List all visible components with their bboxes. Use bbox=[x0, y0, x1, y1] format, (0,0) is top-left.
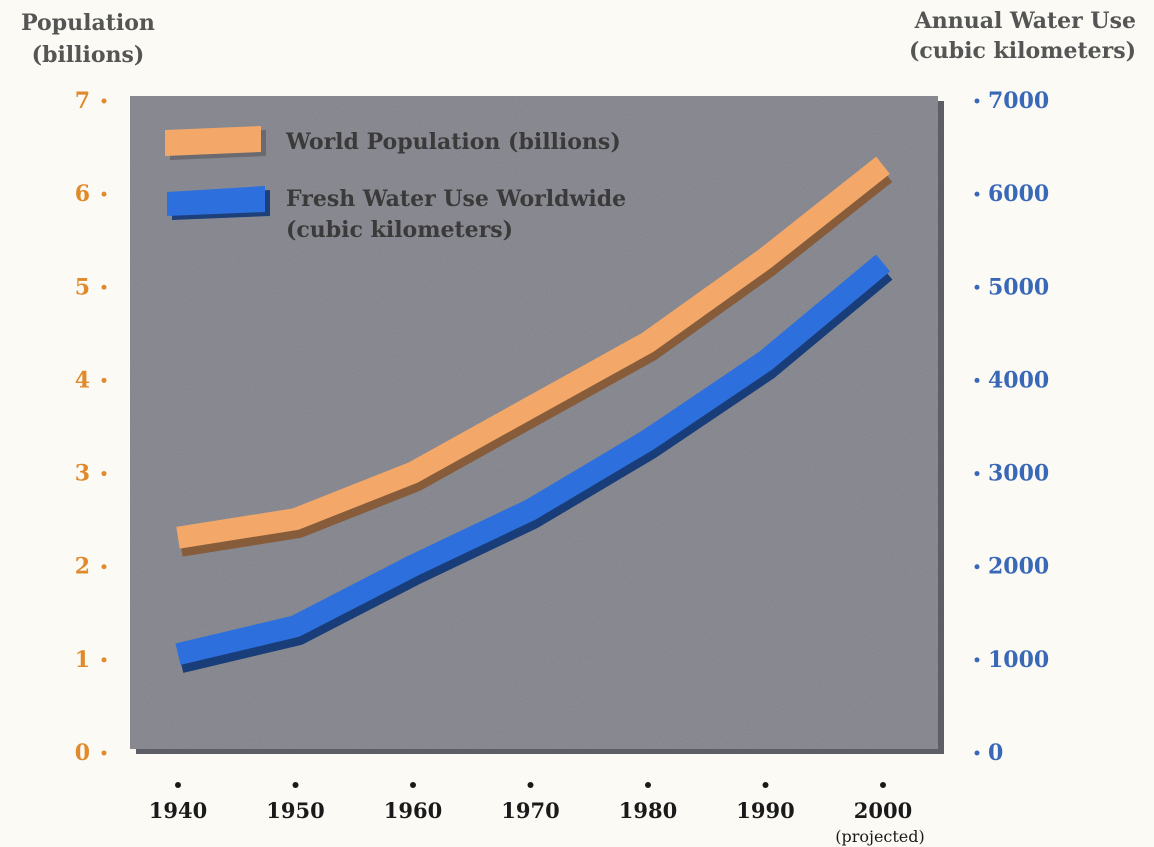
right-tick-mark bbox=[974, 471, 980, 477]
series-line-1 bbox=[175, 254, 891, 665]
legend-label-water-line-1: Fresh Water Use Worldwide bbox=[286, 186, 626, 212]
right-tick-label: 1000 bbox=[988, 647, 1049, 673]
right-tick-label: 6000 bbox=[988, 181, 1049, 207]
left-tick-mark bbox=[101, 98, 107, 104]
left-tick-label: 6 bbox=[75, 181, 90, 207]
x-tick-label: 1990 bbox=[736, 798, 794, 823]
right-tick-mark bbox=[974, 284, 980, 290]
left-axis-title-line-2: (billions) bbox=[32, 42, 145, 68]
x-tick-mark bbox=[880, 782, 886, 788]
right-tick-label: 0 bbox=[988, 740, 1003, 766]
right-tick-label: 7000 bbox=[988, 88, 1049, 114]
x-tick-mark bbox=[410, 782, 416, 788]
right-tick-label: 3000 bbox=[988, 461, 1049, 487]
legend-label-population: World Population (billions) bbox=[285, 129, 621, 155]
left-y-axis: 0 1 2 3 4 5 6 7 bbox=[75, 88, 107, 766]
right-tick-mark bbox=[974, 657, 980, 663]
legend-swatch-population bbox=[165, 126, 261, 156]
left-tick-label: 1 bbox=[75, 647, 90, 673]
legend: World Population (billions) Fresh Water … bbox=[165, 126, 626, 243]
left-tick-label: 2 bbox=[75, 554, 90, 580]
right-tick-mark bbox=[974, 98, 980, 104]
left-tick-label: 0 bbox=[75, 740, 90, 766]
left-tick-mark bbox=[101, 471, 107, 477]
x-tick-label: 2000 bbox=[854, 798, 912, 823]
left-tick-label: 5 bbox=[75, 274, 90, 300]
right-tick-mark bbox=[974, 377, 980, 383]
x-tick-mark bbox=[762, 782, 769, 788]
x-note-projected: (projected) bbox=[835, 827, 925, 846]
x-axis: 1940 1950 1960 1970 1980 1990 2000 bbox=[149, 782, 912, 823]
x-tick-label: 1980 bbox=[619, 798, 677, 823]
series-line-0 bbox=[176, 156, 890, 549]
right-axis-title-line-2: (cubic kilometers) bbox=[909, 38, 1136, 64]
right-axis-title-line-1: Annual Water Use bbox=[914, 8, 1136, 34]
legend-label-water-line-2: (cubic kilometers) bbox=[286, 217, 513, 243]
series-layer bbox=[175, 156, 893, 673]
x-tick-label: 1950 bbox=[266, 798, 324, 823]
left-axis-title-line-1: Population bbox=[21, 10, 155, 36]
left-tick-mark bbox=[101, 377, 107, 383]
left-tick-mark bbox=[101, 564, 107, 570]
x-tick-mark bbox=[175, 782, 181, 788]
right-tick-mark bbox=[974, 564, 980, 570]
right-tick-label: 2000 bbox=[988, 554, 1049, 580]
legend-swatch-water bbox=[167, 186, 265, 216]
right-tick-label: 4000 bbox=[988, 367, 1049, 393]
left-tick-mark bbox=[101, 191, 107, 197]
x-tick-mark bbox=[292, 782, 299, 788]
left-tick-mark bbox=[101, 284, 107, 290]
left-tick-mark bbox=[101, 657, 107, 663]
right-tick-mark bbox=[974, 750, 980, 756]
right-y-axis: 0 1000 2000 3000 4000 5000 6000 7000 bbox=[974, 88, 1049, 766]
right-tick-mark bbox=[974, 191, 980, 197]
x-tick-mark bbox=[527, 782, 534, 788]
left-tick-label: 3 bbox=[75, 461, 90, 487]
x-tick-label: 1940 bbox=[149, 798, 207, 823]
x-tick-label: 1960 bbox=[384, 798, 442, 823]
x-tick-mark bbox=[645, 782, 651, 788]
left-tick-label: 4 bbox=[75, 367, 90, 393]
left-tick-mark bbox=[101, 750, 107, 756]
left-tick-label: 7 bbox=[75, 88, 90, 114]
x-tick-label: 1970 bbox=[501, 798, 559, 823]
right-tick-label: 5000 bbox=[988, 274, 1049, 300]
